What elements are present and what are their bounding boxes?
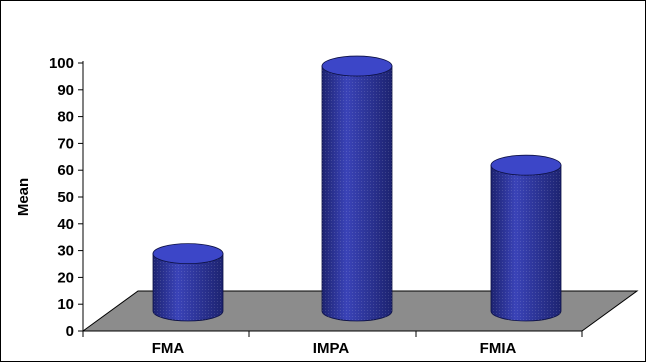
bar-impa [321,55,393,322]
x-category-label: FMA [152,340,185,357]
y-tick-label: 60 [57,162,74,179]
bar-texture [153,253,223,321]
bar-texture [322,66,392,321]
y-tick-label: 20 [57,269,74,286]
y-tick-label: 30 [57,243,74,260]
bar-top [490,154,562,176]
bar-fmia [490,154,562,322]
y-axis-title: Mean [15,178,32,216]
y-tick-label: 0 [66,323,74,340]
y-tick-label: 80 [57,109,74,126]
y-tick-label: 10 [57,296,74,313]
bar-top [321,55,393,77]
bar-fma [152,243,224,322]
y-tick-label: 40 [57,216,74,233]
bar-texture [491,165,561,321]
bar-top [152,243,224,265]
y-tick-label: 70 [57,135,74,152]
y-tick-label: 100 [49,55,74,72]
x-category-label: IMPA [313,340,350,357]
y-tick-label: 50 [57,189,74,206]
x-category-label: FMIA [480,340,517,357]
y-tick-label: 90 [57,82,74,99]
